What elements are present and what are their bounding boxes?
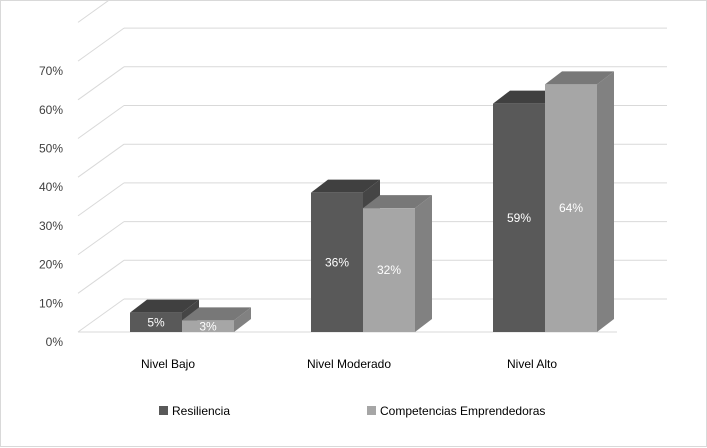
legend: Resiliencia Competencias Emprendedoras [159, 404, 545, 418]
bar-front [545, 84, 597, 332]
bar-top [493, 90, 562, 104]
data-label: 36% [325, 255, 349, 269]
data-label: 3% [199, 319, 217, 333]
data-label: 59% [507, 211, 531, 225]
legend-item: Resiliencia [159, 404, 230, 418]
data-label: 32% [377, 263, 401, 277]
y-tick-label: 70% [39, 64, 63, 78]
y-axis-ticks: 0% 10% 20% 30% 40% 50% 60% 70% [39, 64, 63, 349]
bar-top [182, 307, 251, 321]
bar: 64% [545, 71, 614, 332]
category-label: Nivel Alto [507, 357, 557, 371]
data-label: 5% [147, 315, 165, 329]
bar: 5% [130, 299, 199, 332]
bar-side [415, 195, 432, 332]
y-tick-label: 30% [39, 219, 63, 233]
gridline-depth [77, 298, 125, 333]
y-tick-label: 20% [39, 258, 63, 272]
gridline-depth [77, 105, 125, 139]
legend-label: Competencias Emprendedoras [380, 404, 545, 418]
y-tick-label: 0% [46, 335, 64, 349]
bar-top [545, 71, 614, 85]
x-axis-categories: Nivel Bajo Nivel Moderado Nivel Alto [141, 357, 557, 371]
bar-front [182, 320, 234, 332]
y-tick-label: 10% [39, 296, 63, 310]
bar: 32% [363, 195, 432, 332]
bars: 5% 3% 36% 32% 59% 64% [130, 71, 614, 333]
gridline-depth [77, 66, 125, 101]
gridline-depth [77, 221, 125, 256]
gridline-depth [77, 182, 125, 217]
legend-label: Resiliencia [172, 404, 230, 418]
y-tick-label: 60% [39, 103, 63, 117]
gridline-depth [77, 143, 125, 178]
legend-swatch [367, 406, 376, 415]
bar: 3% [182, 307, 251, 333]
bar-side [597, 71, 614, 332]
gridline-depth [77, 1, 109, 23]
bar-front [363, 208, 415, 332]
data-label: 64% [559, 201, 583, 215]
bar-top [363, 195, 432, 209]
bar-front [130, 312, 182, 332]
y-tick-label: 40% [39, 180, 63, 194]
legend-swatch [159, 406, 168, 415]
bar-front [493, 103, 545, 332]
category-label: Nivel Bajo [141, 357, 195, 371]
gridline-depth [77, 27, 125, 62]
bar-side [234, 307, 251, 332]
legend-item: Competencias Emprendedoras [367, 404, 545, 418]
bar-top [311, 179, 380, 193]
bar-top [130, 299, 199, 313]
gridline-depth [77, 259, 125, 294]
category-label: Nivel Moderado [307, 357, 391, 371]
bar-front [311, 192, 363, 332]
y-tick-label: 50% [39, 142, 63, 156]
